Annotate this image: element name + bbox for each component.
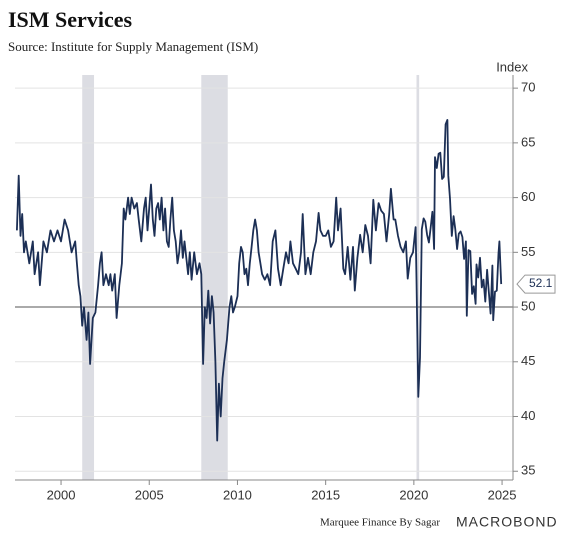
recession-band — [201, 75, 228, 480]
y-axis-label: Index — [496, 59, 528, 74]
y-tick-label: 65 — [521, 134, 535, 149]
recession-band — [416, 75, 420, 480]
data-line — [16, 119, 503, 442]
chart-title: ISM Services — [8, 7, 132, 32]
x-tick-label: 2020 — [399, 487, 428, 502]
y-tick-label: 55 — [521, 244, 535, 259]
y-tick-label: 70 — [521, 80, 535, 95]
y-tick-label: 40 — [521, 408, 535, 423]
x-tick-label: 2015 — [311, 487, 340, 502]
chart-subtitle: Source: Institute for Supply Management … — [8, 39, 258, 54]
y-tick-label: 35 — [521, 463, 535, 478]
last-value-label: 52.1 — [529, 276, 553, 290]
footer: Marquee Finance By Sagar — [320, 517, 440, 529]
y-tick-label: 45 — [521, 353, 535, 368]
x-tick-label: 2005 — [135, 487, 164, 502]
x-tick-label: 2010 — [223, 487, 252, 502]
y-tick-label: 60 — [521, 189, 535, 204]
x-tick-label: 2000 — [47, 487, 76, 502]
y-tick-label: 50 — [521, 298, 535, 313]
x-tick-label: 2025 — [488, 487, 517, 502]
last-value-callout — [516, 274, 556, 294]
recession-band — [82, 75, 95, 480]
logo: MACROBOND — [456, 514, 558, 530]
